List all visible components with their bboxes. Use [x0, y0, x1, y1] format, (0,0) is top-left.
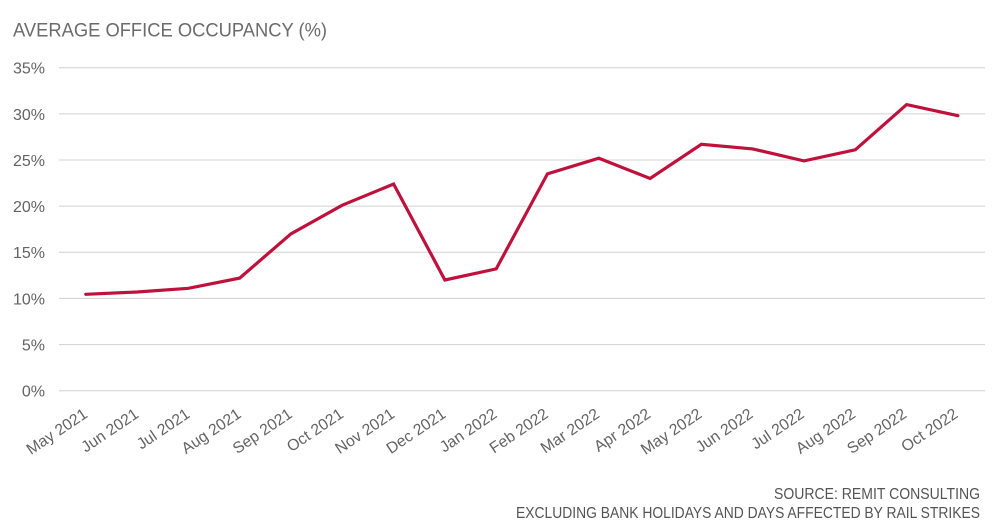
- svg-text:0%: 0%: [22, 384, 45, 401]
- svg-text:SOURCE: REMIT CONSULTING: SOURCE: REMIT CONSULTING: [774, 486, 980, 503]
- svg-text:Jun 2021: Jun 2021: [79, 406, 143, 457]
- svg-text:May 2021: May 2021: [24, 406, 91, 459]
- svg-text:AVERAGE OFFICE OCCUPANCY (%): AVERAGE OFFICE OCCUPANCY (%): [13, 21, 327, 42]
- svg-text:Jun 2022: Jun 2022: [693, 406, 756, 456]
- svg-text:25%: 25%: [13, 153, 45, 170]
- svg-text:10%: 10%: [13, 291, 45, 308]
- svg-text:15%: 15%: [13, 245, 45, 262]
- svg-text:35%: 35%: [13, 61, 45, 78]
- svg-text:30%: 30%: [13, 107, 45, 124]
- svg-text:EXCLUDING BANK HOLIDAYS AND DA: EXCLUDING BANK HOLIDAYS AND DAYS AFFECTE…: [516, 505, 980, 522]
- svg-text:Oct 2022: Oct 2022: [898, 406, 961, 456]
- svg-text:5%: 5%: [22, 338, 45, 355]
- svg-text:Mar 2022: Mar 2022: [538, 406, 603, 457]
- svg-text:20%: 20%: [13, 199, 45, 216]
